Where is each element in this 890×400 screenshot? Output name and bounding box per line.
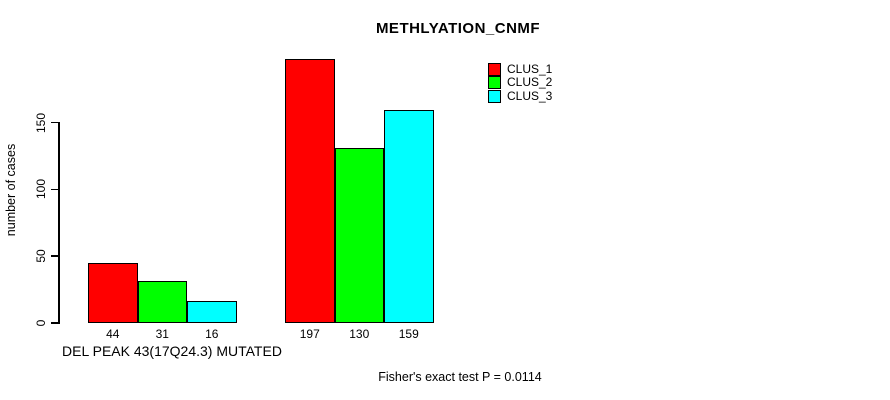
y-tick-mark	[51, 322, 58, 324]
legend-swatch-clus-1-icon	[488, 63, 501, 77]
bar-value-label: 44	[106, 327, 120, 341]
y-axis-line	[58, 121, 60, 324]
legend-swatch-clus-3-icon	[488, 89, 501, 103]
legend-item-clus-1: CLUS_1	[488, 62, 553, 77]
bar-clus_2-group1	[137, 280, 187, 324]
y-tick-label: 0	[34, 319, 48, 327]
bar-value-label: 130	[349, 327, 370, 341]
y-axis-label: number of cases	[4, 143, 18, 237]
bar-value-label: 159	[398, 327, 419, 341]
bar-value-label: 31	[155, 327, 169, 341]
legend: CLUS_1 CLUS_2 CLUS_3	[488, 63, 552, 103]
bar-clus_3-group1	[187, 300, 237, 324]
bar-value-label: 16	[205, 327, 219, 341]
bar-clus_2-group2	[334, 148, 384, 324]
fisher-test-result: Fisher's exact test P = 0.0114	[378, 370, 542, 384]
legend-item-clus-2: CLUS_2	[488, 75, 553, 90]
y-tick-mark	[51, 255, 58, 257]
y-tick-label: 50	[34, 249, 48, 263]
y-tick-mark	[51, 121, 58, 124]
x-axis-label: DEL PEAK 43(17Q24.3) MUTATED	[62, 343, 282, 359]
legend-label-clus-2: CLUS_2	[507, 75, 553, 90]
y-tick-mark	[51, 188, 58, 190]
legend-label-clus-1: CLUS_1	[507, 62, 553, 77]
chart-title: METHLYATION_CNMF	[375, 20, 541, 37]
bar-value-label: 197	[299, 327, 320, 341]
bar-clus_3-group2	[384, 109, 434, 324]
legend-item-clus-3: CLUS_3	[488, 88, 553, 103]
legend-label-clus-3: CLUS_3	[507, 88, 553, 103]
legend-swatch-clus-2-icon	[488, 76, 501, 90]
bar-clus_1-group1	[88, 263, 138, 324]
bar-clus_1-group2	[285, 59, 335, 324]
y-tick-label: 150	[34, 112, 48, 133]
y-tick-label: 100	[34, 179, 48, 200]
